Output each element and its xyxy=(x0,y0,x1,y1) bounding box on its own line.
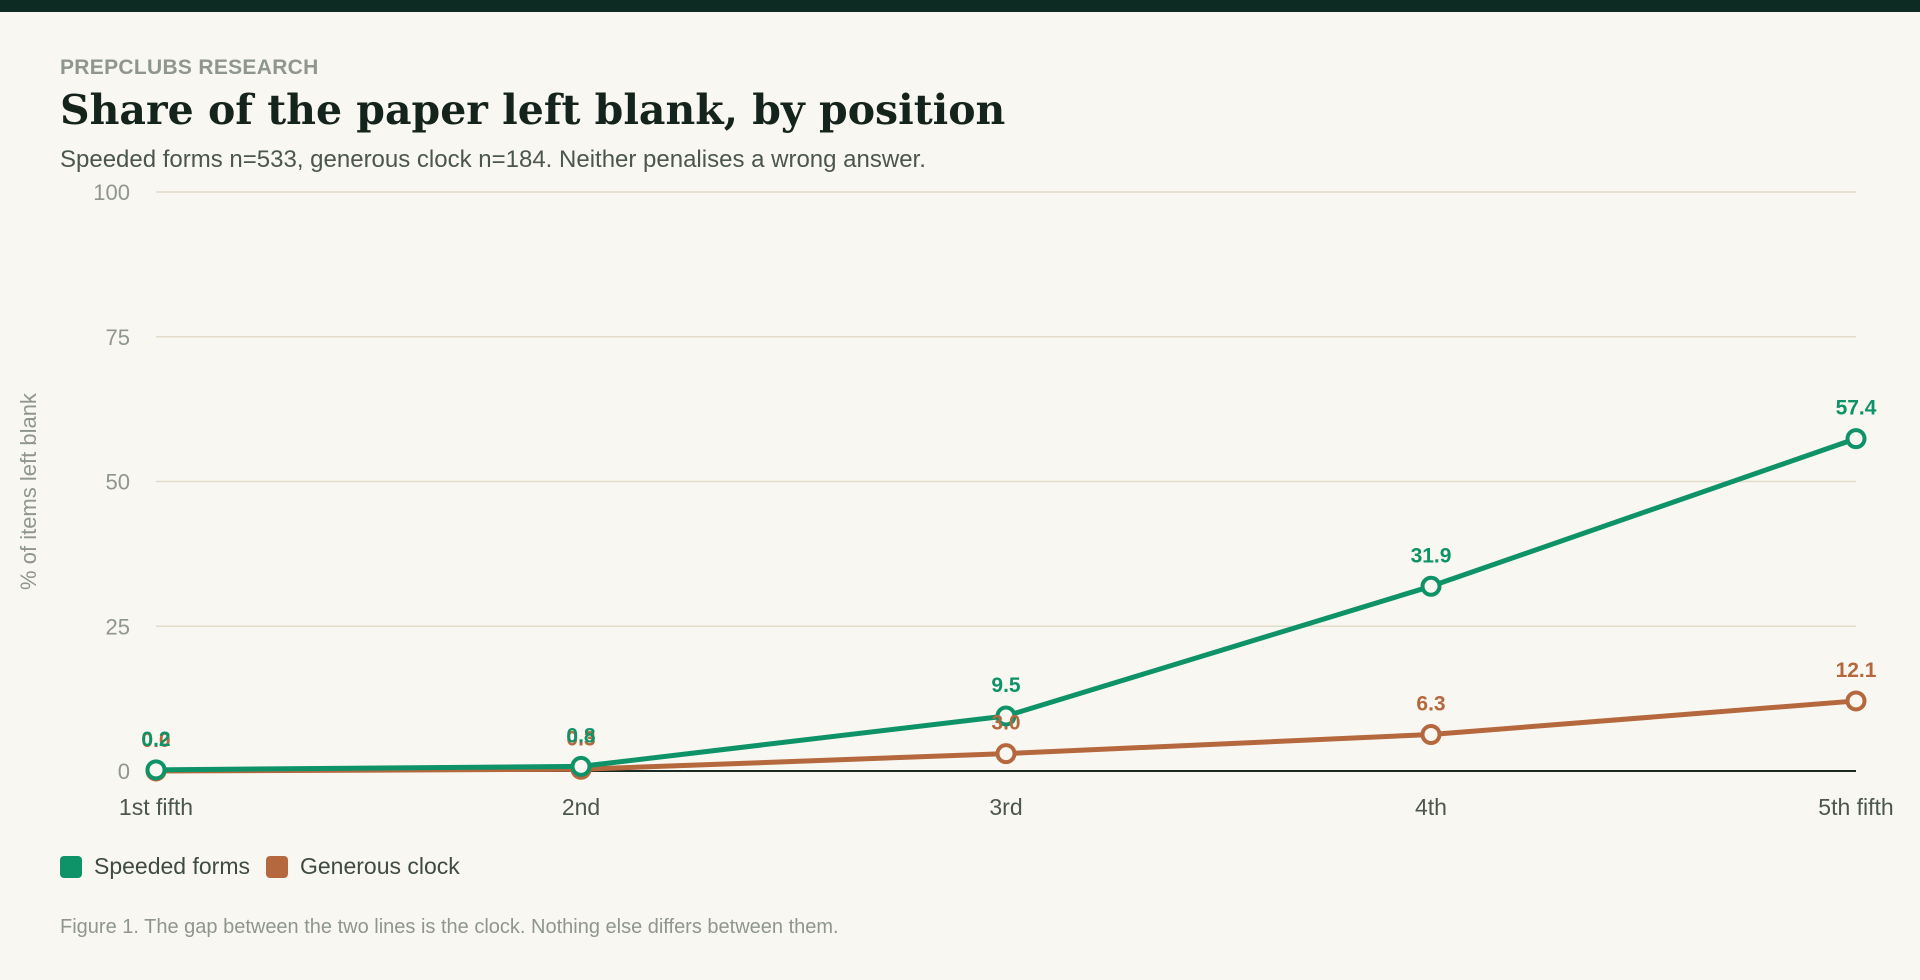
legend-swatch xyxy=(265,855,288,878)
x-tick-label: 2nd xyxy=(562,794,600,820)
data-point-speeded-forms xyxy=(570,755,592,777)
legend-label: Generous clock xyxy=(299,853,460,879)
data-point-speeded-forms xyxy=(1420,575,1442,597)
figure-caption: Figure 1. The gap between the two lines … xyxy=(60,916,839,938)
data-point-generous-clock xyxy=(995,743,1017,765)
legend: Speeded forms Generous clock xyxy=(60,853,476,880)
chart-title: Share of the paper left blank, by positi… xyxy=(60,86,1006,134)
data-label-generous-clock: 3.0 xyxy=(991,712,1020,735)
x-tick-label: 1st fifth xyxy=(119,794,193,820)
data-label-generous-clock: 0.0 xyxy=(141,729,170,752)
x-tick-label: 3rd xyxy=(989,794,1022,820)
chart-subtitle: Speeded forms n=533, generous clock n=18… xyxy=(60,146,926,173)
y-tick-label: 0 xyxy=(118,759,130,784)
x-tick-label: 5th fifth xyxy=(1818,794,1893,820)
x-tick-label: 4th xyxy=(1415,794,1447,820)
y-tick-label: 75 xyxy=(106,325,130,350)
y-tick-label: 25 xyxy=(106,614,130,639)
legend-item-speeded-forms: Speeded forms xyxy=(60,853,250,880)
data-label-generous-clock: 12.1 xyxy=(1836,659,1877,682)
eyebrow-label: PREPCLUBS RESEARCH xyxy=(60,56,319,79)
top-bar xyxy=(0,0,1920,12)
y-tick-label: 50 xyxy=(106,470,130,495)
legend-label: Speeded forms xyxy=(94,853,250,879)
legend-item-generous-clock: Generous clock xyxy=(265,853,460,880)
y-tick-label: 100 xyxy=(93,180,130,205)
data-label-speeded-forms: 0.8 xyxy=(566,724,596,747)
data-point-generous-clock xyxy=(1845,690,1867,712)
y-axis-label: % of items left blank xyxy=(16,392,41,590)
data-label-generous-clock: 0.3 xyxy=(566,727,595,750)
data-point-generous-clock xyxy=(1420,724,1442,746)
legend-swatch xyxy=(60,855,82,878)
data-point-speeded-forms xyxy=(1845,428,1867,450)
data-point-speeded-forms xyxy=(995,705,1017,727)
data-label-speeded-forms: 57.4 xyxy=(1836,397,1877,420)
data-label-speeded-forms: 31.9 xyxy=(1411,544,1452,567)
data-point-speeded-forms xyxy=(145,759,167,781)
data-label-generous-clock: 6.3 xyxy=(1416,693,1445,716)
data-label-speeded-forms: 9.5 xyxy=(991,674,1021,697)
data-label-speeded-forms: 0.2 xyxy=(141,728,170,751)
